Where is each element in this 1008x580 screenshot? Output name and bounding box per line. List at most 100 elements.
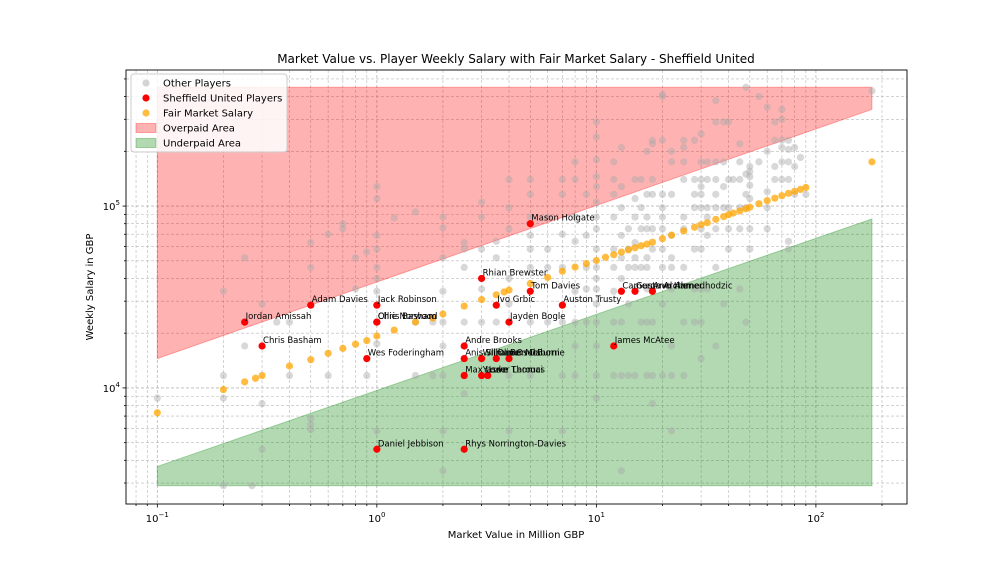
other-player-point bbox=[307, 238, 315, 247]
fair-salary-point bbox=[729, 209, 737, 217]
other-player-point bbox=[637, 318, 645, 326]
other-player-point bbox=[746, 162, 754, 171]
other-player-point bbox=[643, 371, 651, 380]
legend-patch bbox=[135, 123, 157, 133]
sheffield-player-point bbox=[477, 274, 486, 283]
other-player-point bbox=[712, 118, 720, 126]
player-name-label: Anel Ahmedhodzic bbox=[653, 281, 732, 291]
other-player-point bbox=[703, 204, 711, 212]
other-player-point bbox=[592, 133, 600, 141]
other-player-point bbox=[802, 190, 810, 198]
other-player-point bbox=[680, 136, 688, 144]
fair-salary-point bbox=[373, 332, 381, 340]
fair-salary-point bbox=[307, 356, 315, 364]
other-player-point bbox=[307, 420, 315, 429]
overpaid-area bbox=[156, 86, 873, 360]
other-player-point bbox=[617, 204, 625, 212]
other-player-point bbox=[285, 371, 294, 380]
sheffield-player-point bbox=[241, 318, 249, 326]
other-player-point bbox=[763, 103, 771, 111]
other-player-point bbox=[505, 274, 513, 283]
other-player-point bbox=[558, 175, 566, 184]
other-players-series bbox=[153, 83, 876, 490]
y-tick-label: 104 bbox=[103, 381, 121, 395]
other-player-point bbox=[617, 318, 625, 326]
other-player-point bbox=[592, 118, 600, 126]
other-player-point bbox=[592, 245, 600, 253]
other-player-point bbox=[373, 182, 381, 191]
other-player-point bbox=[648, 175, 657, 184]
x-tick-label: 102 bbox=[807, 511, 824, 525]
other-player-point bbox=[505, 300, 513, 308]
other-player-point bbox=[703, 158, 711, 166]
other-player-point bbox=[643, 254, 651, 262]
player-name-label: Jayden Bogle bbox=[509, 312, 565, 322]
other-player-point bbox=[690, 245, 699, 253]
player-name-label: Rhian Brewster bbox=[483, 268, 548, 278]
other-player-point bbox=[582, 285, 590, 293]
other-player-point bbox=[778, 115, 786, 123]
other-player-point bbox=[477, 318, 486, 326]
other-player-point bbox=[697, 175, 705, 184]
other-player-point bbox=[592, 182, 600, 191]
other-player-point bbox=[658, 245, 667, 253]
other-player-point bbox=[643, 147, 651, 155]
other-player-point bbox=[460, 245, 468, 253]
legend-label: Sheffield United Players bbox=[163, 94, 282, 105]
other-player-point bbox=[526, 371, 534, 380]
fair-salary-point bbox=[241, 378, 249, 386]
other-player-point bbox=[736, 225, 744, 233]
fair-salary-point bbox=[582, 259, 590, 268]
sheffield-player-point bbox=[460, 371, 468, 380]
other-player-point bbox=[637, 263, 645, 271]
other-player-point bbox=[505, 225, 513, 233]
other-player-point bbox=[460, 238, 468, 247]
sheffield-player-point bbox=[492, 301, 500, 309]
other-player-point bbox=[631, 213, 639, 221]
other-player-point bbox=[637, 175, 645, 184]
sheffield-players-series bbox=[241, 220, 657, 453]
other-player-point bbox=[648, 190, 657, 198]
other-player-point bbox=[592, 274, 600, 283]
other-player-point bbox=[724, 118, 733, 126]
fair-salary-point bbox=[643, 240, 651, 248]
fair-salary-point bbox=[219, 385, 228, 394]
fair-salary-point bbox=[617, 248, 625, 256]
player-name-label: Chris Basham bbox=[378, 312, 437, 322]
player-name-label: Jordan Amissah bbox=[245, 312, 312, 322]
x-tick-label: 101 bbox=[588, 511, 605, 525]
legend-patch bbox=[135, 138, 157, 148]
other-player-point bbox=[697, 182, 705, 191]
player-name-label: Ivo Grbic bbox=[497, 295, 535, 305]
other-player-point bbox=[712, 190, 720, 198]
other-player-point bbox=[697, 130, 705, 138]
other-player-point bbox=[631, 263, 639, 271]
player-name-label: Adam Davies bbox=[312, 295, 369, 305]
other-player-point bbox=[746, 173, 754, 181]
other-player-point bbox=[624, 300, 633, 308]
other-player-point bbox=[667, 158, 676, 166]
other-player-point bbox=[771, 175, 779, 184]
sheffield-player-point bbox=[492, 354, 500, 363]
fair-salary-point bbox=[690, 223, 699, 231]
other-player-point bbox=[571, 287, 579, 295]
other-player-point bbox=[571, 237, 579, 245]
other-player-point bbox=[617, 467, 625, 475]
fair-salary-point bbox=[526, 279, 534, 288]
other-player-point bbox=[477, 213, 486, 221]
fair-salary-point bbox=[667, 231, 676, 239]
sheffield-player-point bbox=[558, 301, 566, 309]
legend: Other Players Sheffield United Players Fai… bbox=[130, 73, 288, 153]
sheffield-player-point bbox=[477, 371, 486, 380]
other-player-point bbox=[667, 342, 676, 350]
other-player-point bbox=[571, 158, 579, 166]
other-player-point bbox=[592, 263, 600, 271]
sheffield-player-point bbox=[460, 445, 468, 453]
player-name-label: Auston Trusty bbox=[563, 295, 621, 305]
player-name-label: William Osula bbox=[483, 349, 541, 359]
fair-salary-point bbox=[791, 187, 799, 195]
sheffield-player-point bbox=[460, 342, 468, 350]
plot-marks: Mason Holgate Rhian Brewster Tom Davies Cam… bbox=[153, 83, 876, 490]
